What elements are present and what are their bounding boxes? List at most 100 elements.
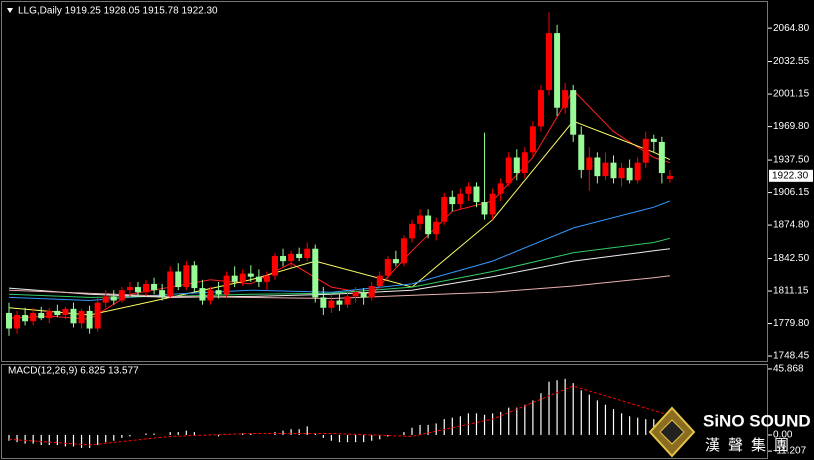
candle-body <box>255 276 262 282</box>
y-tick-label: 2064.80 <box>773 23 810 34</box>
candle-body <box>441 196 448 222</box>
candle-body <box>247 273 254 277</box>
candle-body <box>546 33 553 91</box>
candle-body <box>30 312 37 322</box>
candle-body <box>570 90 577 135</box>
candle-body <box>554 33 561 108</box>
logo-subtitle: 漢聲集團 <box>705 437 797 454</box>
candle-body <box>392 259 399 264</box>
candle-body <box>578 134 585 170</box>
candle-body <box>159 290 166 297</box>
y-tick-label: 1969.80 <box>773 121 810 132</box>
candle-body <box>344 296 351 305</box>
candle-body <box>239 273 246 282</box>
candle-body <box>223 275 230 295</box>
macd-title: MACD(12,26,9) 6.825 13.577 <box>8 366 139 377</box>
candle-body <box>497 183 504 194</box>
candle-body <box>425 215 432 235</box>
candle-body <box>473 186 480 203</box>
candle-body <box>143 283 150 293</box>
y-tick-label: 1842.50 <box>773 253 810 264</box>
candle-body <box>167 271 174 297</box>
candle-body <box>280 255 287 262</box>
candle-body <box>296 253 303 259</box>
candle-body <box>521 152 528 174</box>
logo-name: SiNO SOUND <box>703 411 811 430</box>
candle-body <box>231 275 238 282</box>
candle-body <box>376 275 383 287</box>
candle-body <box>529 126 536 153</box>
y-tick-label: 2032.55 <box>773 56 810 67</box>
candle-body <box>312 248 319 298</box>
candle-body <box>537 90 544 127</box>
moving-average <box>8 120 671 316</box>
candle-body <box>78 310 85 324</box>
candle-body <box>263 275 270 282</box>
candle-body <box>183 265 190 288</box>
last-price-box <box>769 169 813 182</box>
candle-body <box>288 253 295 262</box>
candle-body <box>449 196 456 205</box>
macd-y-tick-label: -11.207 <box>773 446 807 457</box>
candle-body <box>409 223 415 239</box>
candle-body <box>586 157 593 170</box>
candle-body <box>666 175 673 179</box>
y-tick-label: 1906.15 <box>773 187 810 198</box>
candle-body <box>658 141 665 174</box>
macd-y-tick-label: 0.00 <box>773 430 793 441</box>
candle-body <box>400 238 407 264</box>
candle-body <box>46 310 53 319</box>
chart-title: LLG,Daily 1919.25 1928.05 1915.78 1922.3… <box>18 6 218 17</box>
candle-body <box>368 286 375 298</box>
candle-body <box>62 308 69 316</box>
candle-body <box>336 300 343 305</box>
y-tick-label: 1937.50 <box>773 155 810 166</box>
candle-body <box>417 215 424 224</box>
y-tick-label: 1811.15 <box>773 286 809 297</box>
candle-body <box>352 292 359 297</box>
candle-body <box>562 90 569 108</box>
y-tick-label: 1748.45 <box>773 351 810 362</box>
candle-body <box>94 302 101 329</box>
candle-body <box>118 290 125 301</box>
candle-body <box>626 167 633 181</box>
candle-body <box>505 157 512 184</box>
candle-body <box>489 193 496 215</box>
y-tick-label: 1874.80 <box>773 220 810 231</box>
candle-body <box>134 287 141 293</box>
candle-body <box>215 290 222 295</box>
candle-body <box>602 162 609 177</box>
candle-body <box>433 221 440 235</box>
candle-body <box>70 308 77 324</box>
candle-body <box>328 300 335 308</box>
candle-body <box>618 167 625 179</box>
candle-body <box>650 138 657 142</box>
candle-body <box>360 292 367 298</box>
candle-body <box>126 287 133 291</box>
candle-body <box>320 297 327 308</box>
logo-inner <box>659 419 685 445</box>
candle-body <box>513 157 520 174</box>
macd-y-tick-label: 45.868 <box>773 364 804 375</box>
candle-body <box>110 296 117 301</box>
macd-signal <box>8 385 671 446</box>
candle-body <box>642 138 649 163</box>
y-tick-label: 2001.15 <box>773 89 810 100</box>
candle-body <box>199 288 206 301</box>
menu-arrow <box>7 8 13 13</box>
candle-body <box>6 312 12 329</box>
candle-body <box>191 265 198 289</box>
macd-panel <box>1 364 768 459</box>
candle-body <box>175 271 182 288</box>
candle-body <box>151 283 158 291</box>
candle-body <box>86 310 93 329</box>
candle-body <box>304 248 311 259</box>
candle-body <box>22 315 29 322</box>
candle-body <box>207 290 214 301</box>
y-tick-label: 1779.80 <box>773 318 810 329</box>
candle-body <box>102 296 109 303</box>
candle-body <box>610 162 617 179</box>
candle-body <box>271 255 278 276</box>
